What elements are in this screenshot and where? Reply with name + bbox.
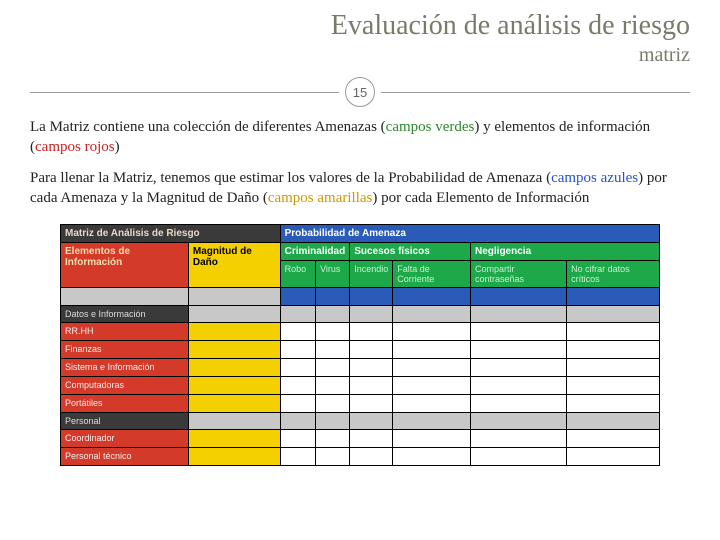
row-label-3: Computadoras bbox=[61, 377, 189, 395]
row-label-7: Personal técnico bbox=[61, 448, 189, 466]
threat-group-2: Negligencia bbox=[471, 243, 660, 261]
matrix-row-3: Computadoras bbox=[61, 377, 660, 395]
yellow-fields-label: campos amarillas bbox=[268, 190, 373, 206]
row-label-2: Sistema e Información bbox=[61, 359, 189, 377]
row-label-0: RR.HH bbox=[61, 323, 189, 341]
threat-3: Falta de Corriente bbox=[393, 261, 471, 288]
matrix-row-6: Coordinador bbox=[61, 430, 660, 448]
row-label-1: Finanzas bbox=[61, 341, 189, 359]
row-label-5: Personal bbox=[61, 413, 189, 430]
paragraph-1: La Matriz contiene una colección de dife… bbox=[30, 117, 690, 158]
threat-2: Incendio bbox=[350, 261, 393, 288]
matrix-header-row-2: Elementos de Información Magnitud de Dañ… bbox=[61, 243, 660, 261]
magnitude-header: Magnitud de Daño bbox=[188, 243, 280, 288]
threat-group-0: Criminalidad bbox=[280, 243, 350, 261]
page-title: Evaluación de análisis de riesgo bbox=[30, 10, 690, 42]
divider-line-left bbox=[30, 92, 339, 93]
elements-info-header: Elementos de Información bbox=[61, 243, 189, 288]
matrix-blue-input-row bbox=[61, 288, 660, 306]
matrix-row-5: Personal bbox=[61, 413, 660, 430]
matrix-row-2: Sistema e Información bbox=[61, 359, 660, 377]
divider-line-right bbox=[381, 92, 690, 93]
risk-matrix-wrap: Matriz de Análisis de Riesgo Probabilida… bbox=[0, 218, 720, 466]
paragraph-2: Para llenar la Matriz, tenemos que estim… bbox=[30, 168, 690, 209]
matrix-row-0: RR.HH bbox=[61, 323, 660, 341]
threat-1: Virus bbox=[316, 261, 350, 288]
matrix-row-1: Finanzas bbox=[61, 341, 660, 359]
risk-matrix-table: Matriz de Análisis de Riesgo Probabilida… bbox=[60, 224, 660, 466]
section-label: Datos e Información bbox=[61, 306, 189, 323]
header: Evaluación de análisis de riesgo matriz bbox=[0, 0, 720, 73]
page-subtitle: matriz bbox=[30, 44, 690, 67]
matrix-section-row: Datos e Información bbox=[61, 306, 660, 323]
matrix-header-row-1: Matriz de Análisis de Riesgo Probabilida… bbox=[61, 225, 660, 243]
row-label-6: Coordinador bbox=[61, 430, 189, 448]
page-number-circle: 15 bbox=[345, 77, 375, 107]
row-label-4: Portátiles bbox=[61, 395, 189, 413]
matrix-row-4: Portátiles bbox=[61, 395, 660, 413]
threat-0: Robo bbox=[280, 261, 315, 288]
threat-4: Compartir contraseñas bbox=[471, 261, 567, 288]
threat-group-1: Sucesos físicos bbox=[350, 243, 471, 261]
matrix-row-7: Personal técnico bbox=[61, 448, 660, 466]
threat-5: No cifrar datos críticos bbox=[567, 261, 660, 288]
probability-header: Probabilidad de Amenaza bbox=[280, 225, 659, 243]
body-text: La Matriz contiene una colección de dife… bbox=[0, 117, 720, 208]
green-fields-label: campos verdes bbox=[386, 119, 475, 135]
divider: 15 bbox=[0, 77, 720, 107]
red-fields-label: campos rojos bbox=[35, 139, 115, 155]
blue-fields-label: campos azules bbox=[551, 170, 638, 186]
matrix-title-cell: Matriz de Análisis de Riesgo bbox=[61, 225, 281, 243]
